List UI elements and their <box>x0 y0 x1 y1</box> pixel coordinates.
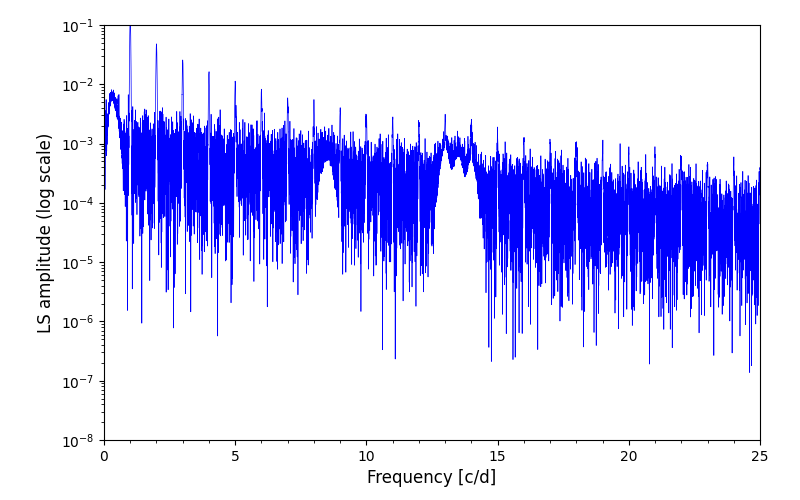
X-axis label: Frequency [c/d]: Frequency [c/d] <box>367 470 497 488</box>
Y-axis label: LS amplitude (log scale): LS amplitude (log scale) <box>38 132 55 332</box>
